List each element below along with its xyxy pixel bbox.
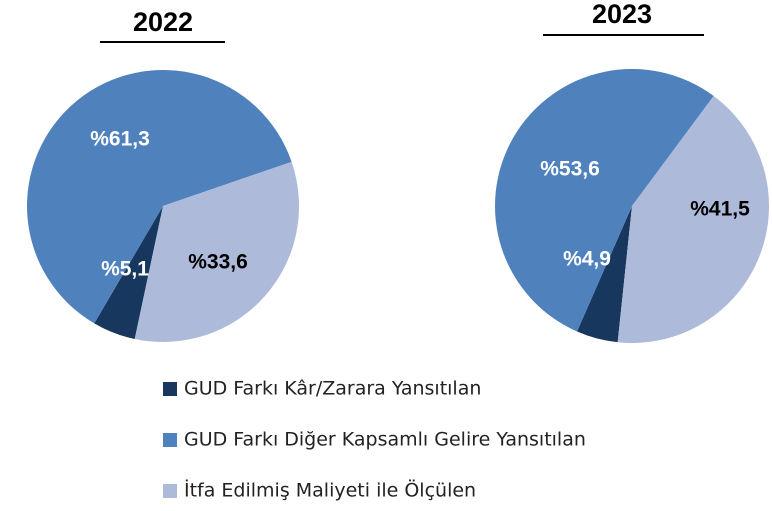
data-label: %41,5 (690, 198, 750, 221)
data-label: %61,3 (90, 128, 150, 151)
data-label: %53,6 (540, 158, 600, 181)
data-label: %5,1 (101, 258, 149, 281)
legend-label: GUD Farkı Kâr/Zarara Yansıtılan (184, 378, 481, 400)
data-label: %33,6 (188, 251, 248, 274)
pie-slice (617, 96, 769, 343)
pie-slice (26, 70, 292, 324)
legend-swatch (163, 382, 177, 396)
pie-slice (577, 206, 632, 343)
legend-label: GUD Farkı Diğer Kapsamlı Gelire Yansıtıl… (184, 429, 586, 451)
legend-label: İtfa Edilmiş Maliyeti ile Ölçülen (184, 479, 476, 502)
pie-slice (495, 69, 714, 332)
pie-slice (94, 206, 163, 340)
data-label: %4,9 (563, 248, 611, 271)
legend-swatch (163, 433, 177, 447)
pie-slice (134, 161, 299, 342)
chart-title: 2022 (133, 7, 193, 37)
chart-title: 2023 (592, 0, 652, 29)
legend-swatch (163, 484, 177, 498)
